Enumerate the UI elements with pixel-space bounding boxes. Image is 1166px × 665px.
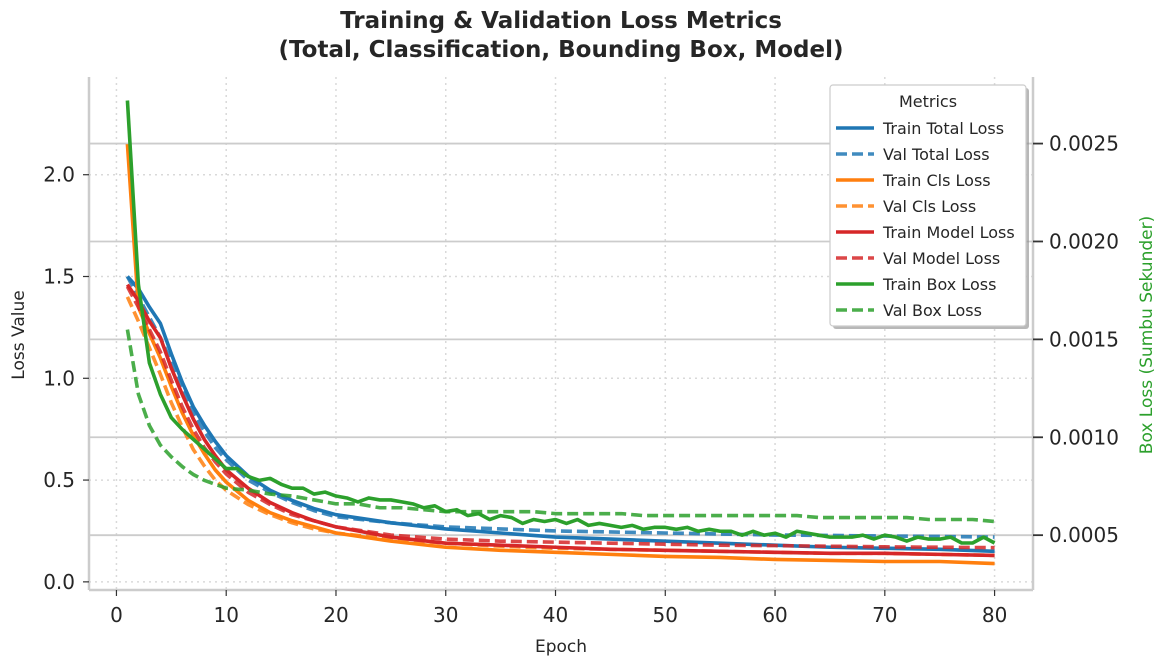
x-tick-label: 10 [213, 603, 238, 627]
legend-label-train-model-loss: Train Model Loss [882, 223, 1015, 242]
legend-label-val-total-loss: Val Total Loss [883, 145, 990, 164]
y2-tick-label: 0.0025 [1049, 132, 1119, 156]
legend-label-train-box-loss: Train Box Loss [882, 275, 996, 294]
series-line-val-model-loss [125, 285, 995, 550]
legend-label-train-total-loss: Train Total Loss [882, 119, 1004, 138]
y-tick-label: 0.5 [43, 468, 75, 492]
y-tick-label: 1.0 [43, 366, 75, 390]
x-tick-label: 40 [543, 603, 568, 627]
legend-label-val-cls-loss: Val Cls Loss [883, 197, 976, 216]
x-tick-label: 50 [653, 603, 678, 627]
y-tick-label: 2.0 [43, 163, 75, 187]
y2-tick-label: 0.0020 [1049, 229, 1119, 253]
y-tick-label: 1.5 [43, 265, 75, 289]
y2-axis-label: Box Loss (Sumbu Sekunder) [1137, 216, 1157, 454]
legend: Metrics Train Total Loss Val Total Loss Tra… [829, 84, 1029, 329]
y-axis-label: Loss Value [9, 290, 29, 379]
series-layer [125, 100, 996, 566]
y-tick-label: 0.0 [43, 570, 75, 594]
series-line-train-box-loss [125, 100, 996, 545]
axes-layer: 0 10 20 30 40 50 60 70 80 0.0 0.5 1.0 1.5 2.0 0.0005 0.… [43, 77, 1119, 627]
x-tick-label: 30 [433, 603, 458, 627]
series-line-train-cls-loss [125, 144, 995, 566]
y2-tick-label: 0.0010 [1049, 425, 1119, 449]
legend-label-val-box-loss: Val Box Loss [883, 301, 982, 320]
series-line-val-total-loss [125, 275, 995, 539]
y2-tick-label: 0.0005 [1049, 523, 1119, 547]
y2-tick-label: 0.0015 [1049, 327, 1119, 351]
legend-box [829, 84, 1027, 327]
series-line-val-box-loss [125, 329, 995, 524]
x-tick-label: 20 [323, 603, 348, 627]
legend-label-val-model-loss: Val Model Loss [883, 249, 1000, 268]
chart-title: Training & Validation Loss Metrics [340, 8, 782, 34]
chart-subtitle: (Total, Classification, Bounding Box, Mo… [279, 37, 844, 63]
x-tick-label: 70 [872, 603, 897, 627]
x-tick-label: 80 [982, 603, 1007, 627]
legend-label-train-cls-loss: Train Cls Loss [882, 171, 991, 190]
x-axis-label: Epoch [535, 637, 587, 657]
x-tick-label: 60 [762, 603, 787, 627]
legend-title: Metrics [899, 92, 957, 111]
x-tick-label: 0 [110, 603, 123, 627]
